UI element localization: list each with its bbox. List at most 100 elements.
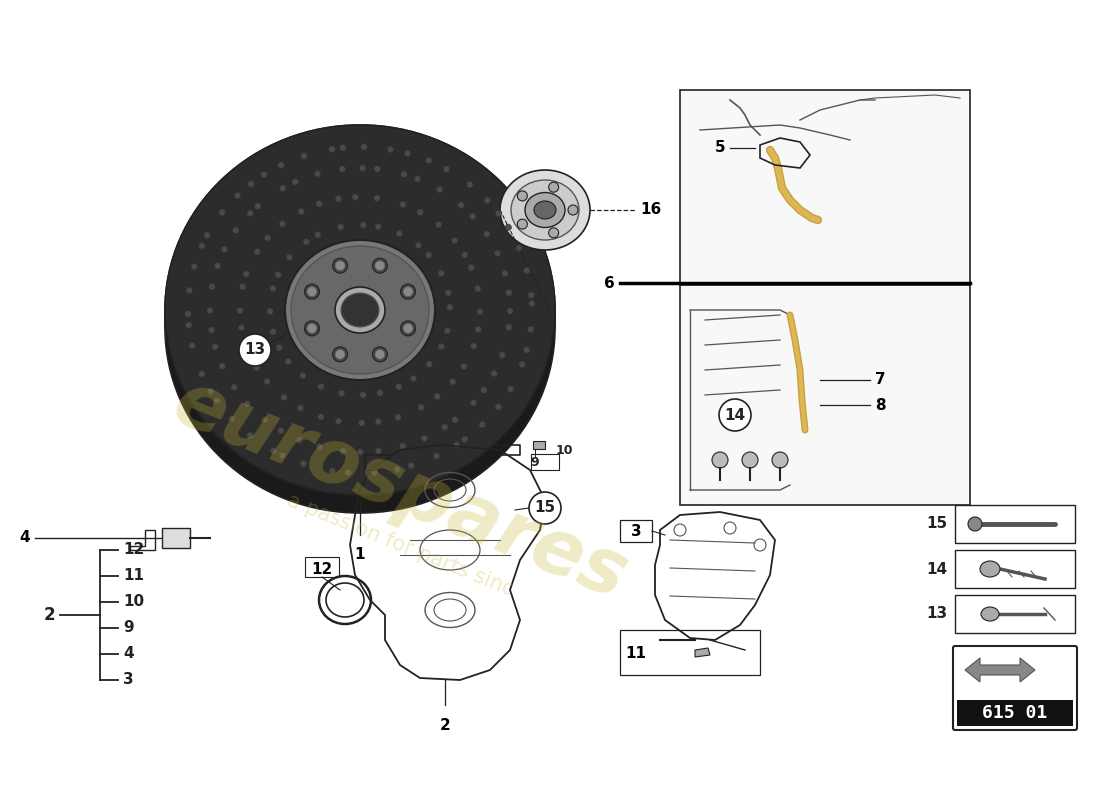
Circle shape: [491, 370, 497, 377]
Circle shape: [212, 343, 218, 350]
Circle shape: [438, 343, 444, 350]
Circle shape: [318, 414, 324, 420]
Text: 14: 14: [926, 562, 947, 577]
Circle shape: [377, 390, 383, 396]
Ellipse shape: [512, 180, 579, 240]
Circle shape: [307, 286, 317, 297]
Text: 2: 2: [440, 718, 450, 733]
Circle shape: [444, 327, 451, 334]
Circle shape: [293, 178, 298, 185]
Circle shape: [437, 186, 443, 193]
Circle shape: [374, 195, 381, 202]
Text: 9: 9: [530, 457, 539, 470]
Text: 7: 7: [874, 373, 886, 387]
Circle shape: [719, 399, 751, 431]
Circle shape: [221, 246, 228, 253]
Circle shape: [426, 158, 432, 164]
Circle shape: [280, 394, 287, 401]
Circle shape: [372, 470, 377, 476]
Circle shape: [332, 258, 348, 273]
Circle shape: [484, 231, 490, 238]
Circle shape: [447, 304, 453, 310]
Circle shape: [336, 261, 345, 270]
Bar: [955, 550, 1075, 588]
Circle shape: [426, 361, 432, 367]
Circle shape: [360, 222, 366, 228]
Circle shape: [474, 286, 481, 292]
Circle shape: [519, 362, 526, 368]
Bar: [680, 285, 970, 505]
Ellipse shape: [500, 170, 590, 250]
Circle shape: [443, 166, 450, 172]
Circle shape: [517, 191, 527, 201]
Circle shape: [204, 232, 210, 238]
Text: 16: 16: [640, 202, 661, 218]
Text: 2: 2: [43, 606, 55, 624]
Circle shape: [296, 437, 303, 443]
Text: 13: 13: [926, 606, 947, 622]
Circle shape: [396, 383, 402, 390]
Circle shape: [279, 452, 286, 458]
Circle shape: [524, 267, 530, 274]
Circle shape: [358, 449, 363, 455]
Circle shape: [329, 146, 336, 152]
Ellipse shape: [336, 287, 385, 333]
Circle shape: [471, 399, 476, 406]
Circle shape: [246, 432, 253, 438]
Text: 11: 11: [625, 646, 646, 661]
Bar: [534, 441, 544, 449]
Circle shape: [199, 242, 205, 249]
Text: 12: 12: [123, 542, 144, 558]
Circle shape: [461, 363, 468, 370]
Circle shape: [240, 283, 245, 290]
Ellipse shape: [165, 125, 556, 495]
Circle shape: [375, 223, 382, 230]
Circle shape: [495, 210, 502, 217]
Circle shape: [387, 146, 394, 153]
Circle shape: [475, 326, 482, 333]
Circle shape: [236, 307, 243, 314]
Circle shape: [742, 452, 758, 468]
Circle shape: [968, 517, 982, 531]
Circle shape: [275, 272, 282, 278]
Circle shape: [336, 350, 345, 359]
Circle shape: [264, 378, 271, 385]
Circle shape: [305, 284, 319, 299]
Ellipse shape: [980, 561, 1000, 577]
Circle shape: [529, 300, 535, 306]
Circle shape: [517, 219, 527, 229]
Circle shape: [253, 364, 260, 370]
Circle shape: [476, 308, 483, 314]
Circle shape: [453, 442, 460, 448]
Circle shape: [375, 448, 382, 454]
Circle shape: [434, 394, 440, 400]
Circle shape: [529, 492, 561, 524]
Circle shape: [329, 468, 336, 474]
Circle shape: [298, 208, 305, 214]
Circle shape: [400, 321, 416, 336]
Circle shape: [278, 162, 284, 168]
Text: 10: 10: [123, 594, 144, 610]
Circle shape: [285, 358, 292, 365]
Circle shape: [396, 230, 403, 237]
Circle shape: [248, 181, 254, 187]
Circle shape: [262, 417, 268, 423]
Circle shape: [229, 415, 235, 422]
Circle shape: [279, 221, 286, 227]
Circle shape: [307, 323, 317, 334]
Circle shape: [494, 250, 501, 257]
Text: 8: 8: [874, 398, 886, 413]
Circle shape: [232, 227, 239, 234]
Circle shape: [267, 308, 273, 314]
Text: 615 01: 615 01: [982, 704, 1047, 722]
Text: 14: 14: [725, 407, 746, 422]
Circle shape: [374, 166, 381, 172]
Circle shape: [772, 452, 788, 468]
Circle shape: [499, 352, 506, 358]
Ellipse shape: [292, 246, 429, 374]
Circle shape: [270, 285, 276, 291]
Circle shape: [186, 287, 192, 294]
Circle shape: [248, 210, 253, 217]
Circle shape: [339, 390, 344, 397]
Circle shape: [418, 404, 425, 410]
